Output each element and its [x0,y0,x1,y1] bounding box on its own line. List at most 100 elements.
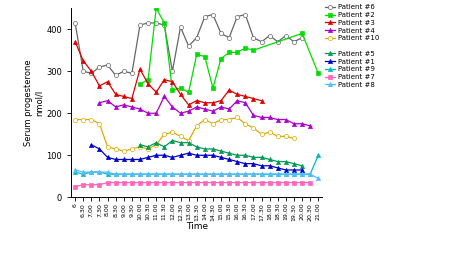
Patient #3 [210,101,216,104]
Patient #10 [105,145,110,149]
Patient #3 [178,93,183,96]
Patient #1 [202,154,208,157]
Patient #2 [170,89,175,92]
Line: Patient #4: Patient #4 [97,94,312,128]
Patient #7 [210,181,216,184]
Patient #1 [145,156,151,159]
Patient #10 [202,118,208,121]
Patient #6 [105,63,110,67]
Line: Patient #5: Patient #5 [138,138,304,168]
Patient #3 [186,103,191,107]
Patient #7 [145,181,151,184]
Patient #3 [73,40,78,44]
Patient #2 [202,55,208,58]
Patient #10 [226,118,232,121]
Patient #6 [97,65,102,69]
Patient #1 [275,166,281,170]
Patient #10 [283,135,289,138]
Patient #8 [81,170,86,174]
Patient #2 [186,91,191,94]
Patient #1 [113,158,118,161]
Patient #2 [299,32,305,35]
Patient #1 [186,152,191,155]
Patient #6 [251,36,256,39]
Line: Patient #10: Patient #10 [73,115,296,153]
Patient #8 [243,173,248,176]
Patient #4 [234,99,240,102]
Patient #10 [186,139,191,142]
Patient #8 [283,173,289,176]
Patient #2 [154,7,159,10]
Patient #4 [202,107,208,111]
Patient #8 [186,173,191,176]
Patient #2 [243,47,248,50]
Patient #7 [121,181,127,184]
Patient #6 [291,40,297,44]
Patient #1 [89,143,94,146]
Patient #4 [137,107,143,111]
Patient #6 [283,34,289,37]
Patient #9 [97,170,102,174]
Patient #7 [259,181,264,184]
Patient #6 [178,25,183,29]
Patient #7 [89,183,94,186]
Patient #9 [89,170,94,174]
Patient #9 [307,173,313,176]
Patient #6 [202,15,208,18]
Patient #9 [105,173,110,176]
Patient #4 [267,116,273,119]
Patient #9 [234,173,240,176]
Patient #5 [299,164,305,167]
Patient #7 [73,185,78,189]
Patient #5 [251,156,256,159]
Patient #7 [97,183,102,186]
Patient #5 [210,147,216,151]
Patient #4 [251,114,256,117]
Patient #8 [89,170,94,174]
Patient #9 [73,170,78,174]
Patient #10 [178,135,183,138]
Patient #6 [186,44,191,48]
Patient #1 [137,158,143,161]
Patient #9 [162,173,167,176]
Patient #9 [178,173,183,176]
Patient #4 [259,116,264,119]
Patient #10 [243,122,248,125]
Patient #1 [283,168,289,172]
Patient #1 [170,156,175,159]
Patient #10 [129,147,135,151]
Patient #8 [137,173,143,176]
Patient #8 [275,173,281,176]
Patient #1 [97,147,102,151]
Patient #8 [97,170,102,174]
Patient #4 [162,95,167,98]
Patient #9 [267,173,273,176]
Patient #8 [251,173,256,176]
Patient #7 [186,181,191,184]
Patient #3 [154,91,159,94]
Patient #6 [259,40,264,44]
Patient #5 [267,158,273,161]
Patient #5 [145,145,151,149]
Patient #2 [145,78,151,81]
Patient #8 [210,173,216,176]
Line: Patient #8: Patient #8 [73,168,320,181]
Patient #7 [105,181,110,184]
Patient #10 [251,126,256,130]
Patient #6 [162,23,167,27]
Patient #9 [81,173,86,176]
Patient #6 [243,13,248,16]
Patient #7 [154,181,159,184]
Patient #4 [291,122,297,125]
Patient #4 [283,118,289,121]
Patient #10 [210,122,216,125]
Patient #6 [267,34,273,37]
Patient #8 [105,170,110,174]
Patient #5 [170,139,175,142]
Line: Patient #6: Patient #6 [73,12,304,78]
Patient #7 [170,181,175,184]
Patient #6 [121,70,127,73]
Patient #3 [202,101,208,104]
Patient #5 [178,141,183,144]
Patient #4 [186,110,191,113]
